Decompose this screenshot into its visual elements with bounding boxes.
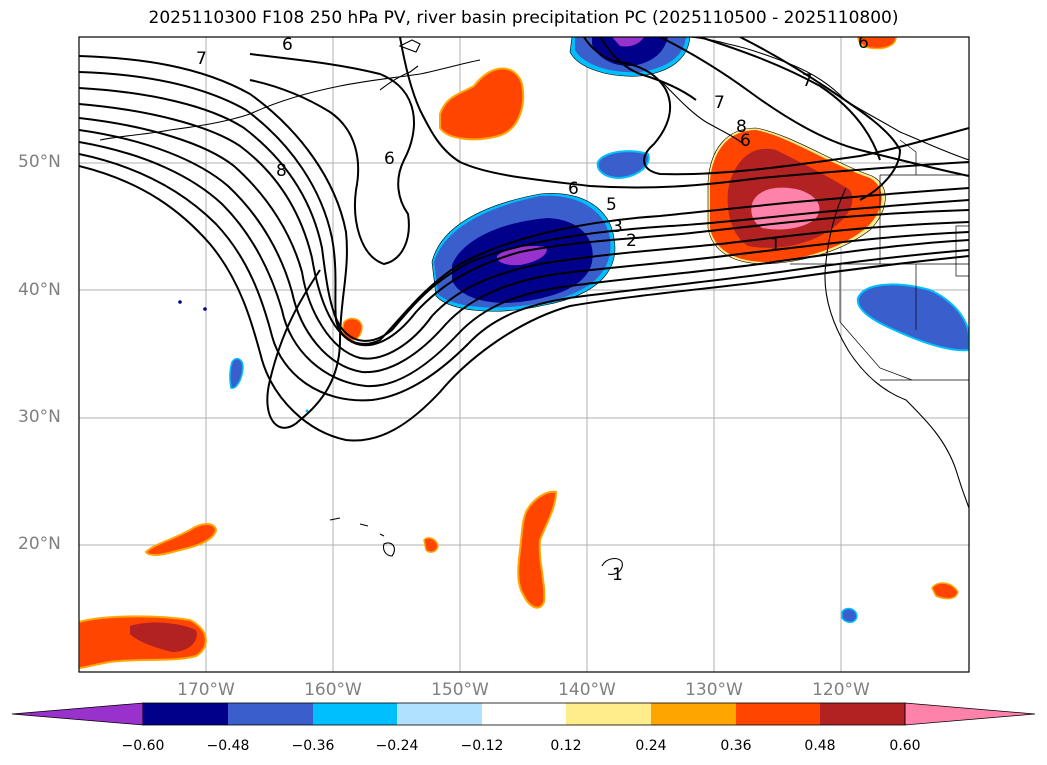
contour-label: 6 — [384, 149, 395, 169]
colorbar-tick-label: −0.12 — [460, 738, 504, 754]
map-frame — [78, 36, 970, 673]
contour-label: 7 — [196, 49, 207, 69]
coastlines — [99, 37, 969, 575]
colorbar-tick-label: −0.60 — [121, 738, 165, 754]
lon-label: 140°W — [558, 680, 616, 700]
contour-label: 3 — [612, 217, 623, 237]
negative-anomaly-small-cells — [178, 300, 858, 623]
lon-label: 130°W — [685, 680, 743, 700]
positive-anomaly-gulf — [439, 37, 897, 141]
contour-label: 5 — [606, 195, 617, 215]
lat-label: 50°N — [18, 152, 61, 172]
map-title: 2025110300 F108 250 hPa PV, river basin … — [148, 8, 899, 28]
lon-label: 120°W — [812, 680, 870, 700]
colorbar-tick-label: −0.48 — [206, 738, 250, 754]
colorbar-segment — [482, 703, 566, 725]
colorbar-segment — [566, 703, 651, 725]
colorbar-segment — [397, 703, 482, 725]
map-area: 7 6 8 6 6 5 3 2 1 7 7 1 6 8 6 — [79, 33, 969, 672]
contour-label: 6 — [858, 33, 869, 53]
colorbar-tick-label: −0.36 — [291, 738, 335, 754]
contour-label: 7 — [714, 93, 725, 113]
lon-label: 160°W — [304, 680, 362, 700]
colorbar-tick-label: 0.12 — [550, 738, 582, 754]
colorbar-tick-label: 0.24 — [635, 738, 667, 754]
contour-label: 8 — [736, 117, 747, 137]
contour-label: 8 — [276, 161, 287, 181]
lat-label: 20°N — [18, 534, 61, 554]
negative-anomaly-california — [856, 283, 969, 352]
contour-label-group: 7 6 8 6 6 5 3 2 1 7 7 1 6 8 6 — [196, 33, 869, 585]
lat-label: 30°N — [18, 407, 61, 427]
colorbar-tick-label: 0.48 — [804, 738, 836, 754]
colorbar-tick-label: 0.36 — [720, 738, 752, 754]
colorbar-segment — [143, 703, 228, 725]
pv-contours — [79, 37, 969, 442]
colorbar-min-extension — [11, 702, 144, 726]
state-borders — [790, 139, 969, 381]
colorbar-segment — [736, 703, 820, 725]
contour-label: 6 — [568, 179, 579, 199]
lon-label: 150°W — [431, 680, 489, 700]
contour-label: 6 — [740, 131, 751, 151]
colorbar-tick-label: 0.60 — [889, 738, 921, 754]
colorbar-segment — [651, 703, 736, 725]
negative-anomaly-north-pacific — [431, 193, 616, 312]
colorbar — [11, 702, 1036, 726]
colorbar-segment — [820, 703, 905, 725]
lon-label: 170°W — [177, 680, 235, 700]
positive-anomaly-subtropics — [79, 317, 959, 670]
colorbar-max-extension — [904, 702, 1036, 726]
colorbar-tick-label: −0.24 — [375, 738, 419, 754]
negative-anomaly-gulf-of-alaska — [569, 37, 691, 180]
colorbar-segment — [313, 703, 397, 725]
lat-label: 40°N — [18, 280, 61, 300]
contour-label: 2 — [626, 231, 637, 251]
contour-label: 1 — [612, 565, 623, 585]
contour-label: 1 — [770, 235, 781, 255]
contour-label: 7 — [802, 71, 813, 91]
contour-label: 6 — [282, 35, 293, 55]
colorbar-segment — [228, 703, 313, 725]
